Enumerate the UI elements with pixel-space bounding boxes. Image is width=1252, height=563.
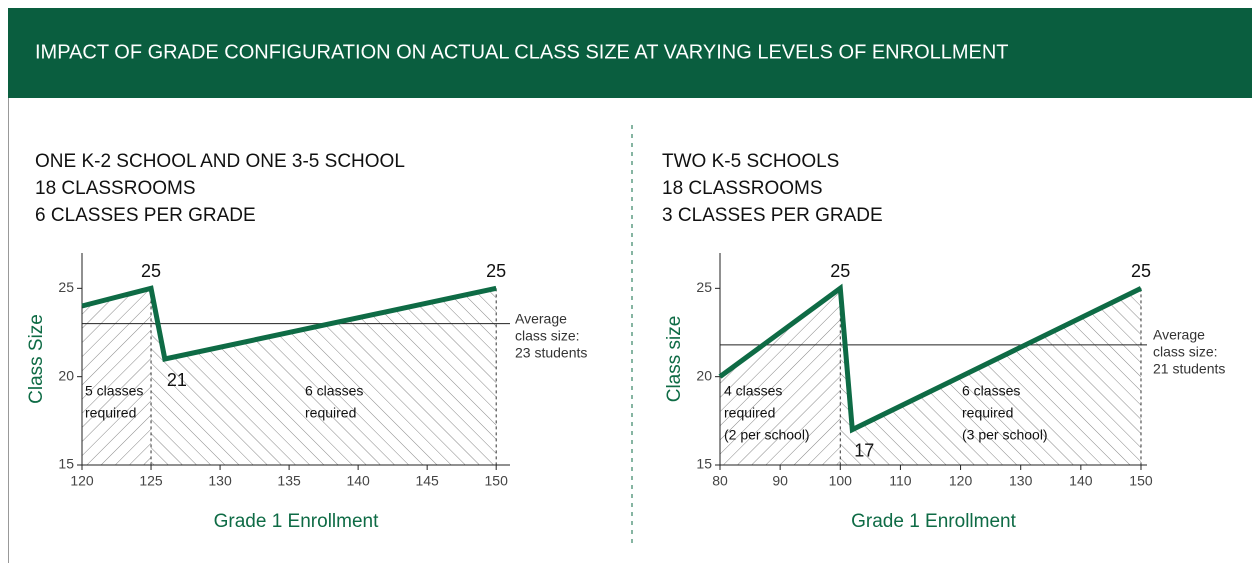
hatch-region xyxy=(720,288,841,465)
banner-title: IMPACT OF GRADE CONFIGURATION ON ACTUAL … xyxy=(35,41,1009,63)
x-tick-label: 80 xyxy=(712,473,728,489)
subtitle: 6 CLASSES PER GRADE xyxy=(35,205,256,226)
hatch-region xyxy=(82,288,152,465)
y-axis-label: Class Size xyxy=(26,314,47,404)
average-label: class size: xyxy=(1153,344,1218,360)
y-tick-label: 25 xyxy=(58,279,74,295)
average-label: Average xyxy=(1153,327,1205,343)
subtitle: 18 CLASSROOMS xyxy=(662,178,823,199)
x-tick-label: 125 xyxy=(139,473,163,489)
average-label: 21 students xyxy=(1153,361,1225,377)
x-tick-label: 130 xyxy=(208,473,232,489)
hatch-region xyxy=(151,288,497,465)
x-tick-label: 140 xyxy=(1069,473,1093,489)
x-tick-label: 135 xyxy=(277,473,301,489)
x-tick-label: 100 xyxy=(829,473,853,489)
region-label: required xyxy=(962,405,1013,421)
hatch-region xyxy=(840,288,1141,465)
y-axis-label: Class size xyxy=(664,316,685,403)
region-label: (2 per school) xyxy=(724,427,810,443)
average-label: 23 students xyxy=(515,345,587,361)
subtitle: ONE K-2 SCHOOL AND ONE 3-5 SCHOOL xyxy=(35,151,405,172)
region-label: 6 classes xyxy=(962,383,1020,399)
data-line xyxy=(81,285,497,362)
x-tick-label: 150 xyxy=(1129,473,1153,489)
y-tick-label: 15 xyxy=(58,456,74,472)
region-label: 4 classes xyxy=(724,383,782,399)
subtitle: 18 CLASSROOMS xyxy=(35,178,196,199)
region-label: required xyxy=(305,405,356,421)
y-tick-label: 20 xyxy=(58,367,74,383)
banner xyxy=(8,8,1252,98)
data-line xyxy=(718,283,1143,434)
x-tick-label: 120 xyxy=(949,473,973,489)
subtitle: TWO K-5 SCHOOLS xyxy=(662,151,839,172)
y-tick-label: 15 xyxy=(696,456,712,472)
data-label: 25 xyxy=(486,261,506,281)
x-tick-label: 110 xyxy=(889,473,912,489)
data-label: 25 xyxy=(1131,261,1151,281)
x-tick-label: 145 xyxy=(415,473,439,489)
x-tick-label: 140 xyxy=(346,473,370,489)
x-axis-label: Grade 1 Enrollment xyxy=(851,511,1016,532)
data-label: 17 xyxy=(854,440,874,460)
data-label: 25 xyxy=(141,261,161,281)
y-tick-label: 20 xyxy=(696,367,712,383)
region-label: required xyxy=(724,405,775,421)
data-label: 21 xyxy=(167,370,187,390)
region-label: 5 classes xyxy=(85,383,143,399)
x-axis-label: Grade 1 Enrollment xyxy=(214,511,379,532)
x-tick-label: 130 xyxy=(1009,473,1033,489)
x-tick-label: 150 xyxy=(485,473,509,489)
data-label: 25 xyxy=(830,261,850,281)
average-label: class size: xyxy=(515,328,580,344)
x-tick-label: 120 xyxy=(70,473,94,489)
x-tick-label: 90 xyxy=(772,473,788,489)
region-label: 6 classes xyxy=(305,383,363,399)
y-tick-label: 25 xyxy=(696,279,712,295)
region-label: required xyxy=(85,405,136,421)
subtitle: 3 CLASSES PER GRADE xyxy=(662,205,883,226)
region-label: (3 per school) xyxy=(962,427,1048,443)
average-label: Average xyxy=(515,311,567,327)
